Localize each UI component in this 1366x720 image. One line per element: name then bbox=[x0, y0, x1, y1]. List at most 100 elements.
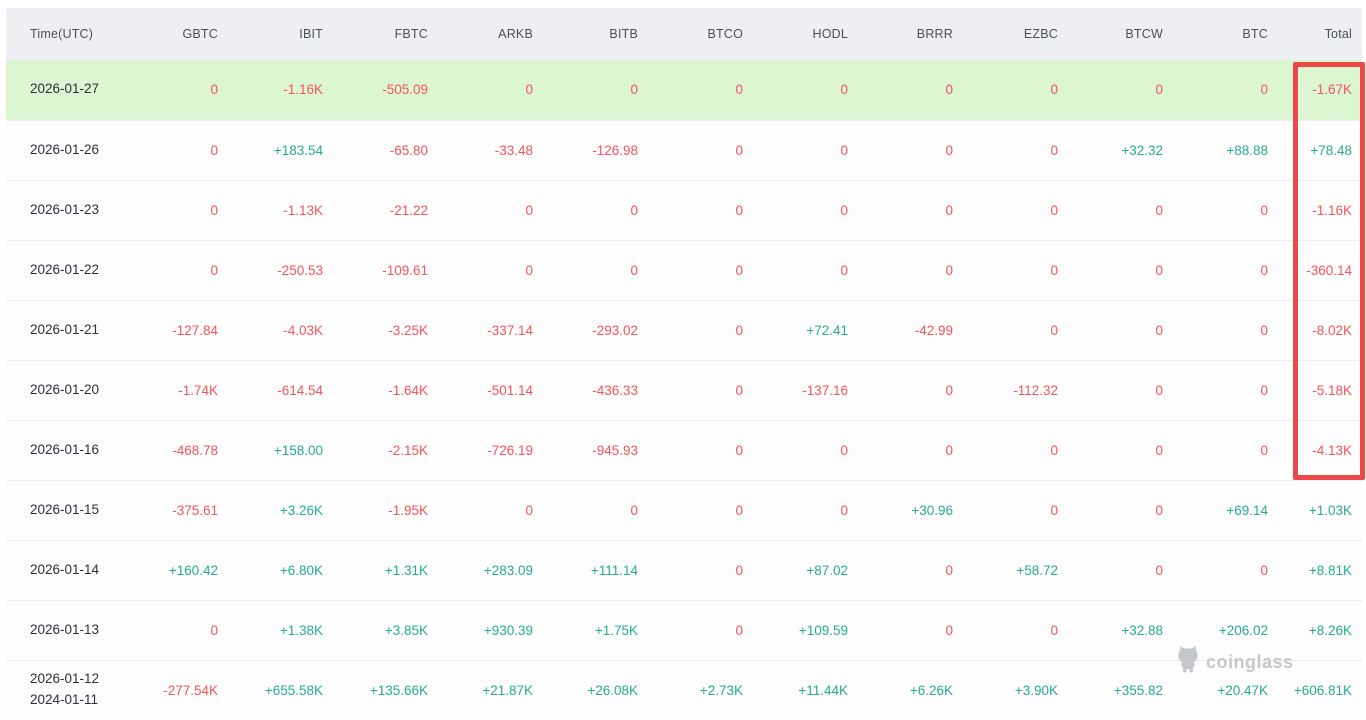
table-row[interactable]: 2026-01-21 -127.84 -4.03K -3.25K -337.14 -293… bbox=[6, 299, 1362, 360]
flow-value-cell: -468.78 bbox=[123, 419, 228, 480]
flow-value-cell: +3.26K bbox=[228, 479, 333, 540]
column-header-brrr: BRRR bbox=[916, 27, 953, 41]
table-row[interactable]: 2026-01-14 +160.42 +6.80K +1.31K +283.09 +111… bbox=[6, 539, 1362, 600]
date-cell: 2026-01-21 bbox=[6, 299, 123, 360]
flow-value-cell: -1.67K bbox=[1312, 82, 1352, 98]
btc-etf-flow-table: Time(UTC) GBTC IBIT FBTC ARKB BITB BTCO HODL BRR… bbox=[6, 8, 1362, 720]
column-header-btco: BTCO bbox=[707, 27, 743, 41]
flow-value-cell: 0 bbox=[945, 82, 953, 98]
flow-value-cell: 0 bbox=[963, 179, 1068, 240]
flow-value-cell: -436.33 bbox=[543, 359, 648, 420]
flow-value-cell: +78.48 bbox=[1278, 119, 1362, 180]
flow-value-cell: 0 bbox=[840, 82, 848, 98]
flow-value-cell: 0 bbox=[1260, 82, 1268, 98]
flow-value-cell: -1.64K bbox=[333, 359, 438, 420]
flow-value-cell: 0 bbox=[438, 239, 543, 300]
flow-value-cell: -337.14 bbox=[438, 299, 543, 360]
flow-value-cell: 0 bbox=[543, 239, 648, 300]
flow-value-cell: +30.96 bbox=[858, 479, 963, 540]
date-cell: 2026-01-16 bbox=[6, 419, 123, 480]
table-row[interactable]: 2026-01-15 -375.61 +3.26K -1.95K 0 0 0 0 +30.96 0… bbox=[6, 479, 1362, 540]
flow-value-cell: 0 bbox=[648, 419, 753, 480]
flow-value-cell: 0 bbox=[1068, 419, 1173, 480]
flow-value-cell: +158.00 bbox=[228, 419, 333, 480]
flow-value-cell: 0 bbox=[210, 82, 218, 98]
flow-value-cell: 0 bbox=[648, 239, 753, 300]
flow-value-cell: +6.80K bbox=[228, 539, 333, 600]
flow-value-cell: 0 bbox=[438, 479, 543, 540]
flow-value-cell: 0 bbox=[123, 179, 228, 240]
flow-value-cell: +72.41 bbox=[753, 299, 858, 360]
flow-value-cell: +1.31K bbox=[333, 539, 438, 600]
flow-value-cell: 0 bbox=[1155, 82, 1163, 98]
table-row[interactable]: 2026-01-26 0 +183.54 -65.80 -33.48 -126.98 0 0 0… bbox=[6, 119, 1362, 180]
flow-value-cell: 0 bbox=[963, 419, 1068, 480]
flow-value-cell: 0 bbox=[1173, 539, 1278, 600]
flow-value-cell: 0 bbox=[1068, 239, 1173, 300]
flow-value-cell: 0 bbox=[858, 539, 963, 600]
flow-value-cell: -277.54K bbox=[123, 659, 228, 720]
flow-value-cell: +655.58K bbox=[228, 659, 333, 720]
table-row[interactable]: 2026-01-12 2024-01-11 -277.54K +655.58K +135… bbox=[6, 659, 1362, 720]
flow-value-cell: 0 bbox=[753, 479, 858, 540]
flow-value-cell: 0 bbox=[1068, 299, 1173, 360]
flow-value-cell: -137.16 bbox=[753, 359, 858, 420]
flow-value-cell: -614.54 bbox=[228, 359, 333, 420]
flow-value-cell: +355.82 bbox=[1068, 659, 1173, 720]
flow-value-cell: +1.03K bbox=[1278, 479, 1362, 540]
date-cell: 2026-01-23 bbox=[6, 179, 123, 240]
flow-value-cell: 0 bbox=[648, 599, 753, 660]
flow-value-cell: -1.16K bbox=[1278, 179, 1362, 240]
table-body: 2026-01-27 0 -1.16K -505.09 0 0 0 0 0 0 0 0 -1.67K 20… bbox=[6, 60, 1362, 720]
table-row[interactable]: 2026-01-13 0 +1.38K +3.85K +930.39 +1.75K 0 +10… bbox=[6, 599, 1362, 660]
column-header-time-utc-: Time(UTC) bbox=[30, 27, 94, 41]
flow-value-cell: 0 bbox=[123, 119, 228, 180]
flow-value-cell: 0 bbox=[648, 179, 753, 240]
table-row[interactable]: 2026-01-22 0 -250.53 -109.61 0 0 0 0 0 0 0 0 -360.14 bbox=[6, 239, 1362, 300]
date-cell: 2026-01-27 bbox=[30, 81, 100, 97]
table-row[interactable]: 2026-01-27 0 -1.16K -505.09 0 0 0 0 0 0 0 0 -1.67K bbox=[6, 60, 1362, 120]
table-row[interactable]: 2026-01-16 -468.78 +158.00 -2.15K -726.19 -94… bbox=[6, 419, 1362, 480]
flow-value-cell: -375.61 bbox=[123, 479, 228, 540]
flow-value-cell: 0 bbox=[1173, 359, 1278, 420]
flow-value-cell: 0 bbox=[525, 82, 533, 98]
flow-value-cell: +87.02 bbox=[753, 539, 858, 600]
flow-value-cell: -505.09 bbox=[382, 82, 428, 98]
date-cell: 2026-01-20 bbox=[6, 359, 123, 420]
column-header-btcw: BTCW bbox=[1125, 27, 1163, 41]
flow-value-cell: 0 bbox=[753, 239, 858, 300]
flow-value-cell: 0 bbox=[858, 599, 963, 660]
flow-value-cell: -4.03K bbox=[228, 299, 333, 360]
flow-value-cell: +1.75K bbox=[543, 599, 648, 660]
table-row[interactable]: 2026-01-23 0 -1.13K -21.22 0 0 0 0 0 0 0 0 -1.16K bbox=[6, 179, 1362, 240]
column-header-btc: BTC bbox=[1242, 27, 1268, 41]
flow-value-cell: 0 bbox=[858, 359, 963, 420]
flow-value-cell: 0 bbox=[858, 179, 963, 240]
flow-value-cell: +111.14 bbox=[543, 539, 648, 600]
flow-value-cell: 0 bbox=[648, 539, 753, 600]
flow-value-cell: 0 bbox=[963, 239, 1068, 300]
flow-value-cell: 0 bbox=[543, 479, 648, 540]
flow-value-cell: 0 bbox=[963, 119, 1068, 180]
flow-value-cell: 0 bbox=[648, 359, 753, 420]
flow-value-cell: -1.74K bbox=[123, 359, 228, 420]
flow-value-cell: +3.90K bbox=[963, 659, 1068, 720]
flow-value-cell: +88.88 bbox=[1173, 119, 1278, 180]
flow-value-cell: +930.39 bbox=[438, 599, 543, 660]
table-row[interactable]: 2026-01-20 -1.74K -614.54 -1.64K -501.14 -436… bbox=[6, 359, 1362, 420]
column-header-arkb: ARKB bbox=[498, 27, 533, 41]
flow-value-cell: 0 bbox=[1068, 359, 1173, 420]
flow-value-cell: -2.15K bbox=[333, 419, 438, 480]
flow-value-cell: -945.93 bbox=[543, 419, 648, 480]
date-cell: 2026-01-15 bbox=[6, 479, 123, 540]
flow-value-cell: -112.32 bbox=[963, 359, 1068, 420]
flow-value-cell: 0 bbox=[438, 179, 543, 240]
flow-value-cell: 0 bbox=[1173, 239, 1278, 300]
flow-value-cell: +3.85K bbox=[333, 599, 438, 660]
column-header-ibit: IBIT bbox=[299, 27, 323, 41]
column-header-fbtc: FBTC bbox=[394, 27, 428, 41]
flow-value-cell: -65.80 bbox=[333, 119, 438, 180]
flow-value-cell: 0 bbox=[753, 179, 858, 240]
flow-value-cell: +160.42 bbox=[123, 539, 228, 600]
column-header-bitb: BITB bbox=[609, 27, 638, 41]
